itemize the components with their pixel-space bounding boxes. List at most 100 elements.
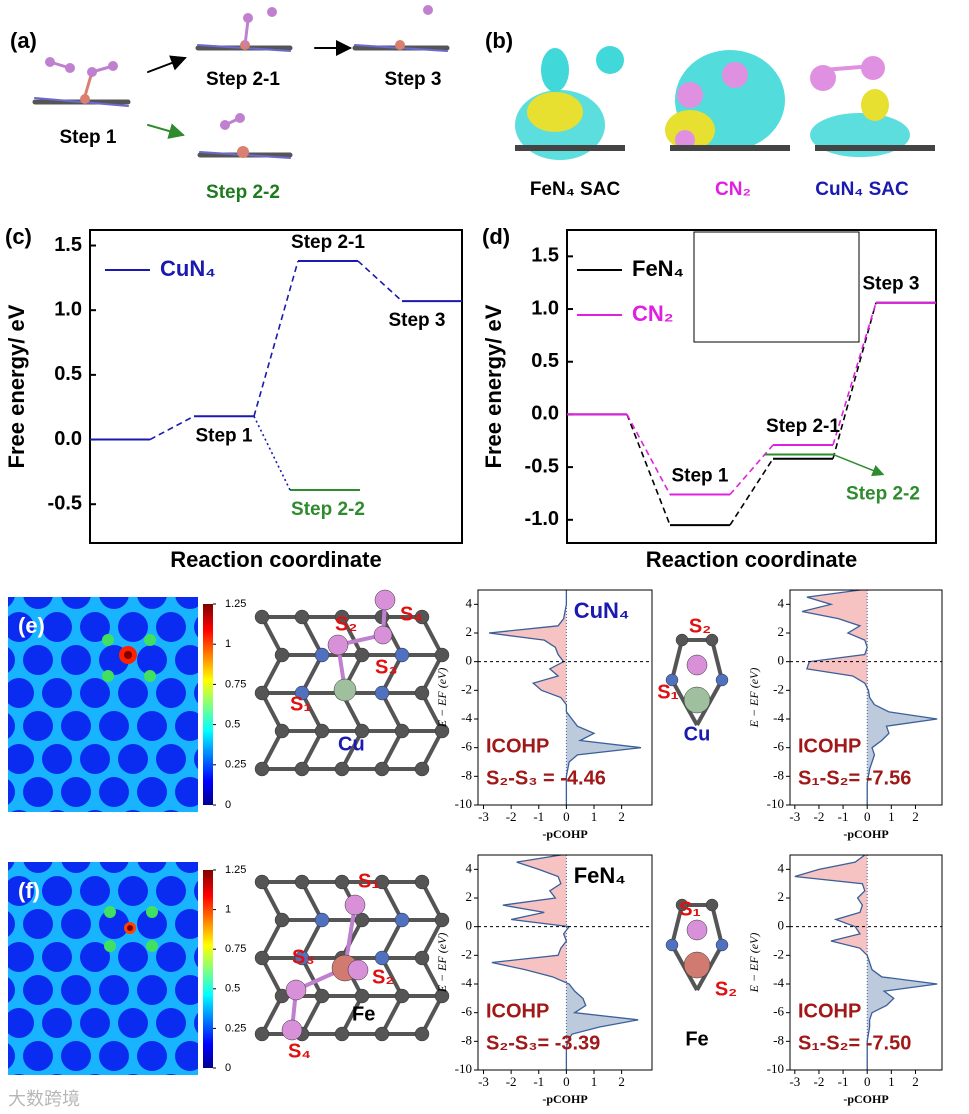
x-tick-label: 2 <box>912 1074 919 1089</box>
y-tick-label: -2 <box>461 681 472 696</box>
atom <box>254 609 270 625</box>
plot-frame <box>566 229 937 544</box>
x-tick-label: 2 <box>618 809 625 824</box>
y-axis-label: Free energy/ eV <box>4 304 29 468</box>
y-tick-label: -4 <box>461 975 472 990</box>
atom <box>675 898 689 912</box>
connector <box>357 260 403 302</box>
atom <box>414 1026 430 1042</box>
atom <box>394 723 410 739</box>
y-tick-label: 0.5 <box>54 363 82 385</box>
y-tick-label: -1.0 <box>525 508 559 530</box>
atom <box>434 647 450 663</box>
colorbar-tick-label: 1 <box>225 638 231 650</box>
x-tick-label: -2 <box>814 1074 825 1089</box>
x-tick-label: 2 <box>618 1074 625 1089</box>
branch-connector <box>253 415 291 491</box>
atom <box>254 950 270 966</box>
atom <box>333 678 357 702</box>
atom <box>254 761 270 777</box>
y-tick-label: -8 <box>461 1032 472 1047</box>
y-tick-label: 4 <box>466 860 473 875</box>
x-tick-label: -1 <box>838 1074 849 1089</box>
y-tick-label: 2 <box>466 889 473 904</box>
y-tick-label: -10 <box>455 1061 472 1076</box>
colorbar-tick-label: 1.25 <box>225 598 246 610</box>
atom <box>374 874 390 890</box>
y-tick-label: 0 <box>778 653 785 668</box>
atom-label: S₁ <box>679 898 701 920</box>
atom <box>254 685 270 701</box>
connector <box>626 414 671 526</box>
y-tick-label: 0 <box>466 918 473 933</box>
y-tick-label: 0.0 <box>54 428 82 450</box>
atom <box>374 950 390 966</box>
atom-label: S₂ <box>715 978 737 1000</box>
panel-label: (c) <box>5 224 32 249</box>
colorbar <box>203 604 213 805</box>
atom <box>374 761 390 777</box>
atom <box>294 950 310 966</box>
connector <box>832 302 877 446</box>
colorbar-tick-label: 1.25 <box>225 864 246 876</box>
y-tick-label: -0.5 <box>525 455 559 477</box>
atom <box>254 874 270 890</box>
atom <box>686 919 708 941</box>
y-tick-label: -0.5 <box>48 492 82 514</box>
y-axis-label: Free energy/ eV <box>481 304 506 468</box>
panel-label: (b) <box>485 28 513 53</box>
atom-label: S₂ <box>335 613 357 635</box>
step-label: Step 1 <box>59 127 116 148</box>
atom <box>294 874 310 890</box>
annotation: ICOHP <box>486 735 549 757</box>
antibonding-area <box>802 590 868 805</box>
atom <box>414 874 430 890</box>
x-tick-label: -3 <box>789 809 800 824</box>
atom <box>334 1026 350 1042</box>
atom-label: S₁ <box>358 870 380 892</box>
atom <box>294 761 310 777</box>
atom-label: S₂ <box>689 615 711 637</box>
panel-label: (a) <box>10 28 37 53</box>
colorbar-tick-label: 0 <box>225 1062 231 1074</box>
atom <box>434 723 450 739</box>
y-tick-label: -2 <box>461 946 472 961</box>
atom-label: Cu <box>684 723 711 745</box>
cohp-line <box>488 590 642 805</box>
atom <box>675 633 689 647</box>
legend-label: CN₂ <box>632 301 674 326</box>
panel-label: (e) <box>18 613 45 638</box>
step-label: Step 2-2 <box>206 182 280 203</box>
x-tick-label: 1 <box>591 1074 598 1089</box>
bond <box>710 639 724 681</box>
legend-label: FeN₄ <box>632 256 684 281</box>
atom <box>281 1019 303 1041</box>
atom <box>705 633 719 647</box>
atom <box>414 685 430 701</box>
y-tick-label: -6 <box>461 1004 472 1019</box>
plot-frame <box>477 854 653 1071</box>
atom <box>254 1026 270 1042</box>
step-label: Step 1 <box>195 425 252 446</box>
x-tick-label: -2 <box>814 809 825 824</box>
atom <box>715 938 729 952</box>
atom <box>665 938 679 952</box>
atom <box>274 912 290 928</box>
x-axis-label: -pCOHP <box>542 827 587 841</box>
atom <box>294 685 310 701</box>
connector <box>729 458 774 526</box>
panel-label: (f) <box>18 878 40 903</box>
annotation: S₁-S₂= -7.56 <box>798 767 911 789</box>
step-label: Step 2-1 <box>291 232 365 253</box>
x-tick-label: 0 <box>563 809 570 824</box>
y-tick-label: -10 <box>455 796 472 811</box>
y-axis-label: E − EF (eV) <box>747 933 761 994</box>
molecule-art <box>254 589 729 1042</box>
atom <box>414 609 430 625</box>
panel-a-art <box>32 5 450 159</box>
y-tick-label: 1.0 <box>54 298 82 320</box>
colorbar-tick-label: 0.25 <box>225 1022 246 1034</box>
connector <box>253 260 299 417</box>
y-tick-label: 4 <box>778 595 785 610</box>
